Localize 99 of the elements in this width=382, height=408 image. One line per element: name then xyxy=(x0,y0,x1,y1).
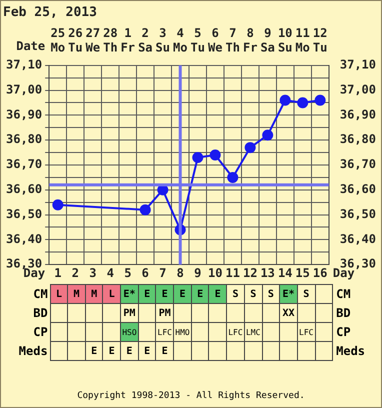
y2-tick-label: 36,40 xyxy=(340,232,376,246)
y-tick-label: 36,70 xyxy=(6,157,42,172)
x-tick-label: 5 xyxy=(124,266,132,280)
x2-tick-label: 3 Su xyxy=(156,26,170,54)
point xyxy=(280,94,291,106)
y-tick-label: 36,80 xyxy=(6,132,42,146)
x-tick-label: 10 xyxy=(208,266,222,280)
point xyxy=(140,204,151,216)
x2-tick-label: 26 Tu xyxy=(68,26,83,54)
point xyxy=(227,172,238,183)
y2-tick-label: 37,10 xyxy=(340,58,376,72)
category-label: CP xyxy=(336,325,351,339)
text: M xyxy=(91,288,98,300)
text: E xyxy=(162,288,168,300)
x-tick-label: 11 xyxy=(225,266,240,280)
text: HMO xyxy=(175,328,190,336)
text: S xyxy=(303,288,310,300)
x-tick-label: 1 xyxy=(54,266,62,280)
category-label: BD xyxy=(336,306,351,320)
text: LFC xyxy=(299,328,314,336)
text: HSO xyxy=(122,328,137,336)
text: L xyxy=(56,288,62,300)
x-tick-label: 16 xyxy=(312,266,328,280)
y-tick-label: 36,50 xyxy=(6,206,42,221)
y-tick-label: 37,00 xyxy=(6,82,42,96)
x2-tick-label: 2 Sa xyxy=(138,26,153,54)
text: LMC xyxy=(246,328,260,336)
x2-tick-label: 25 Mo xyxy=(50,26,66,54)
x2-tick-label: 4 Mo xyxy=(173,26,188,54)
text: PM xyxy=(123,308,136,318)
text: E* xyxy=(282,288,295,300)
y2-tick-label: 36,60 xyxy=(340,182,376,196)
x-tick-label: 4 xyxy=(106,266,114,280)
category-label: Meds xyxy=(18,344,48,358)
x2-tick-label: 8 Fr xyxy=(242,26,258,54)
x-tick-label: 13 xyxy=(260,266,275,280)
text: XX xyxy=(282,308,295,318)
x-tick-label: 2 xyxy=(72,266,79,280)
point xyxy=(314,94,326,106)
text: E* xyxy=(123,288,136,300)
point xyxy=(210,150,221,161)
point xyxy=(262,130,274,141)
category-label: CP xyxy=(33,325,48,339)
text: PM xyxy=(158,308,171,318)
text: E xyxy=(197,288,204,300)
text: E xyxy=(180,288,186,300)
point xyxy=(244,142,256,154)
x-tick-label: 6 xyxy=(142,266,149,280)
x2-tick-label: 7 Th xyxy=(225,26,240,54)
text: E xyxy=(108,346,115,356)
x2-tick-label: 27 We xyxy=(86,26,100,54)
text: Copyright 1998-2013 - All Rights Reserved. xyxy=(76,391,306,401)
text: M xyxy=(74,288,80,300)
point xyxy=(192,152,204,164)
x2-tick-label: 1 Fr xyxy=(120,26,136,54)
text: E xyxy=(126,346,132,356)
text: S xyxy=(250,288,256,300)
category-label: BD xyxy=(33,306,48,320)
x-tick-label: 12 xyxy=(242,266,258,280)
y-tick-label: 36,60 xyxy=(6,182,42,196)
y-tick-label: 37,10 xyxy=(6,58,42,72)
y-tick-label: 36,40 xyxy=(6,232,42,246)
point xyxy=(297,97,308,108)
x-tick-label: 9 xyxy=(194,266,202,280)
x-tick-label: 8 xyxy=(176,266,184,280)
y2-tick-label: 36,80 xyxy=(340,132,376,146)
x2-tick-label: 28 Th xyxy=(103,26,118,54)
y2-tick-label: 36,70 xyxy=(340,157,376,172)
y2-tick-label: 36,50 xyxy=(340,206,376,221)
y2-tick-label: 36,30 xyxy=(340,256,376,271)
category-label: CM xyxy=(336,287,351,301)
y2-tick-label: 37,00 xyxy=(340,82,376,96)
x2-axis-title: Date xyxy=(16,39,46,54)
text: LFC xyxy=(228,328,243,336)
text: E xyxy=(144,288,150,300)
text: E xyxy=(162,346,168,356)
y2-tick-label: 36,90 xyxy=(340,107,376,122)
x-tick-label: 3 xyxy=(89,266,96,280)
x2-tick-label: 12 Tu xyxy=(312,26,328,54)
x2-tick-label: 9 Sa xyxy=(260,26,275,54)
text: LFC xyxy=(158,328,172,336)
text: L xyxy=(108,288,115,300)
text: S xyxy=(232,288,238,300)
text: E xyxy=(214,288,221,300)
category-label: CM xyxy=(33,287,48,301)
text: S xyxy=(268,288,274,300)
x2-tick-label: 6 We xyxy=(208,26,222,54)
point xyxy=(52,199,64,210)
x2-tick-label: 10 Su xyxy=(278,26,292,54)
x-tick-label: 14 xyxy=(278,266,292,280)
text: E xyxy=(144,346,150,356)
category-label: Meds xyxy=(336,344,366,358)
x-tick-label: 15 xyxy=(295,266,310,280)
x2-tick-label: 11 Mo xyxy=(295,26,310,54)
text: E xyxy=(91,346,98,356)
y-tick-label: 36,90 xyxy=(6,107,42,122)
x2-tick-label: 5 Tu xyxy=(190,26,205,54)
chart-title: Feb 25, 2013 xyxy=(3,5,97,20)
x-tick-label: 7 xyxy=(159,266,166,280)
